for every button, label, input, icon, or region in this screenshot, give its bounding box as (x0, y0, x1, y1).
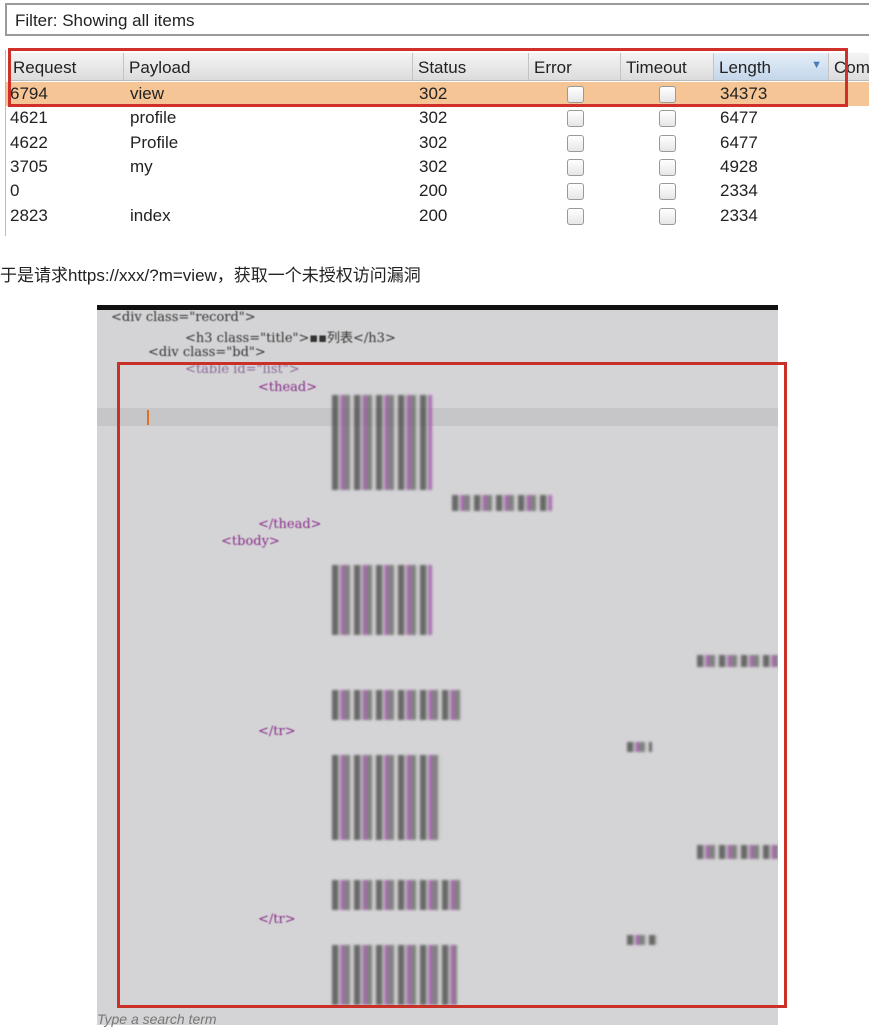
redacted-block (452, 495, 552, 511)
column-header-payload[interactable]: Payload (124, 53, 413, 81)
timeout-checkbox[interactable] (659, 207, 676, 225)
text-cursor (147, 410, 149, 425)
redacted-block (332, 945, 457, 1005)
code-line: </tr> (258, 912, 296, 927)
code-line: <h3 class="title">▪▪列表</h3> (185, 331, 396, 346)
error-checkbox[interactable] (567, 134, 584, 152)
length-cell: 4928 (720, 156, 758, 176)
redacted-block (332, 880, 462, 910)
column-header-request[interactable]: Request (8, 53, 124, 81)
timeout-checkbox[interactable] (659, 110, 676, 128)
redacted-block (697, 845, 778, 859)
timeout-checkbox[interactable] (659, 86, 676, 103)
payload-cell: view (130, 84, 165, 103)
column-header-error[interactable]: Error (529, 53, 621, 81)
column-header-timeout[interactable]: Timeout (621, 53, 714, 81)
length-cell: 2334 (720, 205, 758, 225)
error-checkbox[interactable] (567, 86, 584, 103)
code-line: <div class="record"> (111, 310, 256, 325)
code-line: <thead> (258, 380, 318, 395)
filter-bar[interactable]: Filter: Showing all items (5, 3, 869, 36)
search-input[interactable]: Type a search term (97, 1011, 217, 1027)
table-row[interactable]: 3705 my 302 4928 (6, 155, 869, 179)
redacted-block (332, 395, 432, 490)
status-cell: 302 (419, 132, 448, 152)
error-checkbox[interactable] (567, 158, 584, 176)
annotation-box (8, 48, 848, 107)
request-cell: 0 (10, 181, 20, 201)
redacted-block (697, 655, 778, 667)
status-cell: 302 (419, 108, 448, 128)
caption-text: 于是请求https://xxx/?m=view，获取一个未授权访问漏洞 (0, 266, 421, 285)
redacted-block (627, 935, 657, 945)
status-cell: 302 (419, 156, 448, 176)
error-checkbox[interactable] (567, 110, 584, 128)
length-label: Length (719, 58, 771, 77)
request-cell: 4622 (10, 132, 48, 152)
payload-cell: index (130, 205, 171, 225)
length-cell: 6477 (720, 132, 758, 152)
payload-cell: my (130, 156, 153, 176)
request-cell: 4621 (10, 108, 48, 128)
sort-desc-icon: ▼ (811, 59, 822, 71)
column-header-length[interactable]: Length ▼ (714, 53, 829, 81)
code-line: <table id="list"> (185, 362, 300, 377)
timeout-checkbox[interactable] (659, 183, 676, 201)
status-cell: 200 (419, 181, 448, 201)
redacted-block (627, 742, 652, 752)
table-row[interactable]: 0 200 2334 (6, 179, 869, 203)
status-cell: 302 (419, 84, 448, 103)
payload-cell: profile (130, 108, 177, 128)
payload-cell: Profile (130, 132, 179, 152)
code-line: <div class="bd"> (148, 345, 266, 360)
error-checkbox[interactable] (567, 183, 584, 201)
table-row[interactable]: 4622 Profile 302 6477 (6, 131, 869, 155)
code-line: </thead> (258, 517, 322, 532)
current-line-highlight (97, 408, 778, 426)
table-row[interactable]: 6794 view 302 34373 (6, 82, 869, 106)
status-cell: 200 (419, 205, 448, 225)
filter-label: Filter: Showing all items (15, 11, 195, 30)
redacted-block (332, 565, 432, 635)
source-code-screenshot: <div class="record"> <h3 class="title">▪… (97, 305, 778, 1025)
redacted-block (332, 755, 442, 840)
column-header-comment[interactable]: Com (829, 53, 869, 81)
timeout-checkbox[interactable] (659, 158, 676, 176)
table-row[interactable]: 4621 profile 302 6477 (6, 106, 869, 130)
annotation-box (117, 362, 787, 1008)
timeout-checkbox[interactable] (659, 134, 676, 152)
redacted-block (332, 690, 462, 720)
request-cell: 2823 (10, 205, 48, 225)
column-header-status[interactable]: Status (413, 53, 529, 81)
table-row[interactable]: 2823 index 200 2334 (6, 204, 869, 228)
request-cell: 3705 (10, 156, 48, 176)
request-cell: 6794 (10, 84, 48, 103)
length-cell: 34373 (720, 84, 768, 103)
code-line: <tbody> (221, 534, 280, 549)
error-checkbox[interactable] (567, 207, 584, 225)
results-table: Request Payload Status Error Timeout Len… (5, 50, 869, 236)
length-cell: 2334 (720, 181, 758, 201)
length-cell: 6477 (720, 108, 758, 128)
code-line: </tr> (258, 724, 296, 739)
